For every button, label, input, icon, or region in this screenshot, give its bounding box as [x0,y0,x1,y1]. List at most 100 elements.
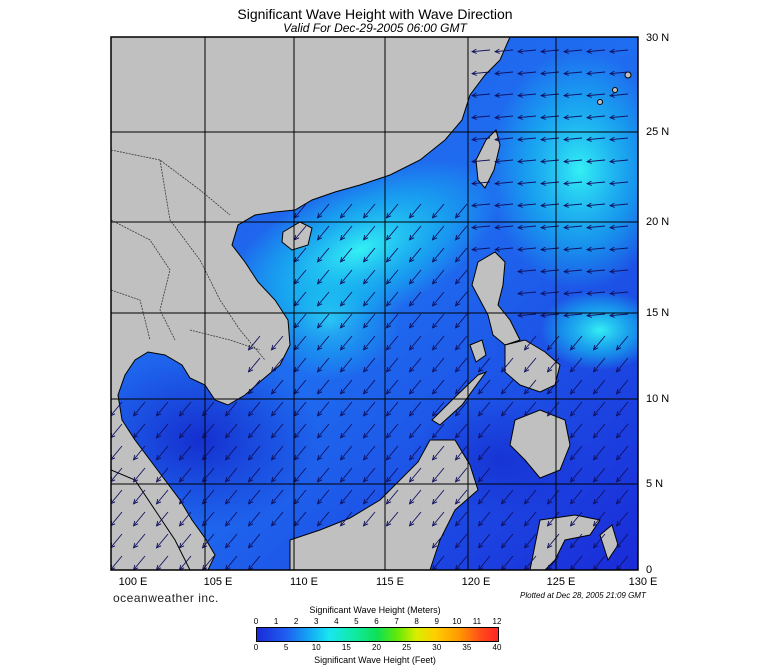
wave-arrow [564,93,583,97]
wave-arrow-head [540,114,546,120]
wave-arrow [340,313,353,329]
wave-arrow-head [586,246,592,252]
wave-arrow [570,445,583,461]
wave-arrow [179,511,192,527]
wave-arrow [156,555,169,570]
wave-arrow-head [201,432,208,439]
lat-lon-grid [111,37,638,570]
wave-arrow [478,401,491,417]
wave-arrow-head [609,268,615,274]
lon-label: 130 E [628,576,658,588]
lon-label: 125 E [546,576,576,588]
wave-arrow [363,423,376,439]
wave-arrow-head [339,278,346,285]
wave-arrow-head [471,48,477,54]
wave-arrow [225,423,238,439]
map-frame [110,36,639,571]
wave-arrow-head [615,542,622,549]
wave-arrow-head [339,300,346,307]
wave-arrow [570,357,583,373]
wave-arrow-head [224,410,231,417]
wave-arrow-head [609,180,615,186]
wave-arrow [432,445,445,461]
wave-arrow-head [586,268,592,274]
wave-arrow [317,269,330,285]
wave-arrow-head [385,454,392,461]
wave-arrow [455,225,468,241]
wave-arrow-head [592,432,599,439]
wave-arrow-head [586,290,592,296]
wave-arrow-head [523,520,530,527]
wave-arrow-head [586,70,592,76]
wave-arrow-head [494,224,500,230]
wave-arrow-head [540,136,546,142]
wave-arrow-head [569,454,576,461]
meter-tick: 2 [293,617,299,626]
lon-label: 120 E [461,576,491,588]
wave-arrow [271,445,284,461]
wave-arrow-head [408,234,415,241]
wave-arrow-head [454,388,461,395]
wave-arrow [593,335,606,351]
wave-arrow-head [454,344,461,351]
wave-arrow-head [431,234,438,241]
wave-arrow-head [385,520,392,527]
wave-arrow [432,269,445,285]
wave-arrow [133,511,146,527]
wave-arrow [518,203,537,207]
wave-arrow-head [155,542,162,549]
wave-arrow-head [362,322,369,329]
feet-tick: 15 [341,643,351,652]
lat-label: 5 N [646,478,664,490]
wave-arrow-head [362,498,369,505]
wave-arrow [317,445,330,461]
wave-arrow [518,49,537,53]
wave-arrow [225,511,238,527]
wave-arrow-head [563,268,569,274]
wave-arrow-head [385,234,392,241]
wave-arrow [587,247,606,251]
wave-arrow-head [569,432,576,439]
wave-arrow [501,555,514,570]
meter-tick: 11 [472,617,482,626]
wave-arrow [386,379,399,395]
wave-arrow [409,335,422,351]
wave-arrow-head [431,344,438,351]
wave-arrow [271,335,284,351]
wave-arrow-head [540,202,546,208]
wave-arrow-head [408,300,415,307]
wave-arrow-head [339,432,346,439]
wave-arrow-head [385,476,392,483]
wave-arrow [432,203,445,219]
wave-arrow [225,555,238,570]
wave-arrow [610,313,629,317]
wave-arrow-head [546,388,553,395]
wave-arrow [432,357,445,373]
wave-arrow [610,93,629,97]
lat-label: 0 [646,564,653,576]
wave-arrow-head [293,322,300,329]
wave-arrow [317,247,330,263]
wave-arrow [179,423,192,439]
wave-arrow [564,269,583,273]
wave-arrow-head [471,224,477,230]
wave-arrow [518,71,537,75]
wave-arrow-head [471,202,477,208]
wave-arrow [610,49,629,53]
wave-arrow [587,49,606,53]
wave-arrow-head [517,268,523,274]
wave-arrow [524,357,537,373]
wave-arrow-head [586,114,592,120]
wave-arrow-head [247,366,254,373]
wave-arrow-head [431,432,438,439]
wave-arrow-head [500,498,507,505]
wave-arrow [294,445,307,461]
wave-arrow [202,555,215,570]
halmahera-island [599,524,619,562]
wave-arrow-head [454,256,461,263]
wave-arrow [518,269,537,273]
wave-arrow-head [316,366,323,373]
wave-arrow [616,467,629,483]
wave-arrow [495,49,514,53]
wave-arrow-head [362,366,369,373]
